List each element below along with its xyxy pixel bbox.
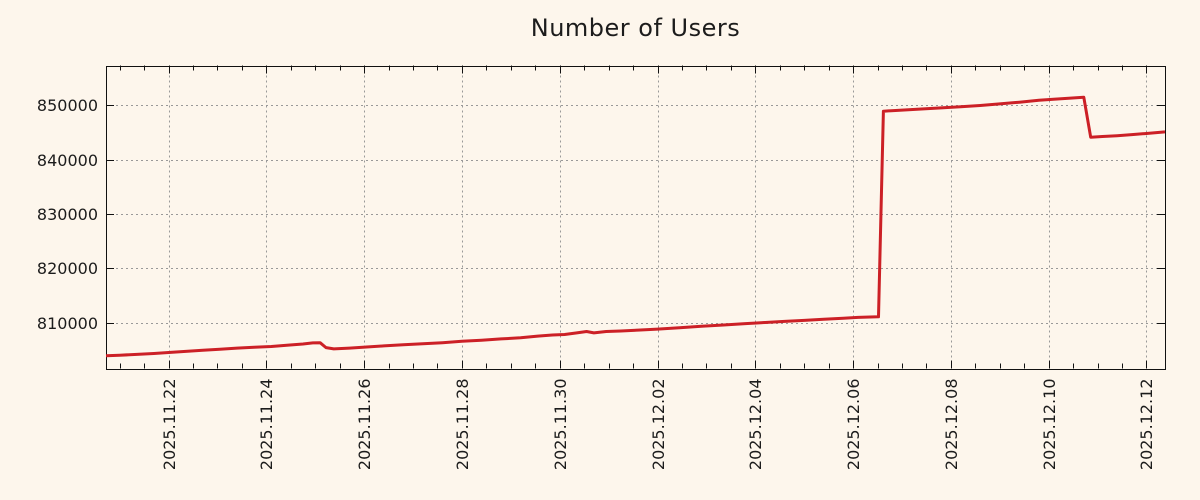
y-tick-label: 810000 [37, 314, 98, 333]
y-tick-label: 840000 [37, 151, 98, 170]
series-line [105, 95, 1166, 358]
x-tick-label: 2025.12.12 [1137, 379, 1156, 471]
x-tick-label: 2025.11.24 [257, 379, 276, 471]
plot-border [106, 66, 1166, 370]
x-tick-label: 2025.11.28 [453, 379, 472, 471]
x-tick-label: 2025.11.30 [551, 379, 570, 471]
x-tick-label: 2025.12.04 [746, 379, 765, 471]
y-tick-label: 830000 [37, 205, 98, 224]
x-tick-label: 2025.12.10 [1040, 379, 1059, 471]
x-tick-label: 2025.11.26 [355, 379, 374, 471]
y-tick-label: 850000 [37, 96, 98, 115]
x-tick-label: 2025.12.06 [844, 379, 863, 471]
chart-title: Number of Users [530, 14, 741, 42]
x-tick-label: 2025.12.02 [649, 379, 668, 471]
y-tick-label: 820000 [37, 259, 98, 278]
x-tick-label: 2025.11.22 [160, 379, 179, 471]
x-tick-label: 2025.12.08 [942, 379, 961, 471]
